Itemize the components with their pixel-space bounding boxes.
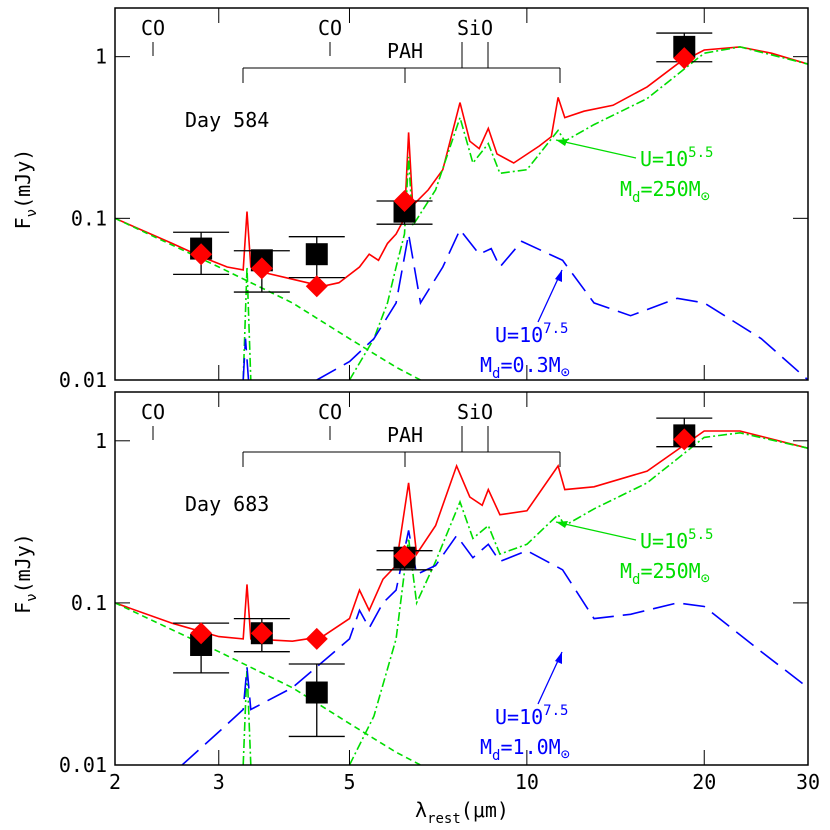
- model-curve: [242, 228, 808, 380]
- model-point: [305, 627, 328, 650]
- y-axis-label: Fν(mJy): [11, 533, 40, 614]
- blue-u-label: U=107.5: [495, 321, 568, 347]
- y-tick-label: 0.1: [71, 591, 107, 615]
- label-part: ⊙: [701, 569, 710, 587]
- label-part: (μm): [461, 798, 509, 822]
- model-point: [305, 275, 328, 298]
- x-tick-label: 20: [692, 770, 716, 794]
- green-arrowhead: [556, 139, 568, 146]
- label-part: ⊙: [561, 363, 570, 381]
- observed-point: [190, 633, 213, 656]
- model-curve: [115, 430, 808, 643]
- label-part: M: [620, 177, 632, 201]
- x-tick-label: 10: [515, 770, 539, 794]
- label-part: 5.5: [688, 527, 713, 543]
- label-part: ν: [24, 209, 40, 217]
- model-curve: [115, 46, 808, 288]
- label-part: d: [492, 748, 500, 764]
- model-point: [190, 243, 213, 266]
- x-tick-label: 30: [796, 770, 820, 794]
- label-part: U=10: [495, 705, 543, 729]
- observed-point: [305, 243, 328, 266]
- pah-label: PAH: [387, 39, 423, 63]
- line-label: CO: [141, 400, 165, 424]
- y-tick-label: 1: [95, 45, 107, 69]
- blue-m-label: Md=1.0M⊙: [480, 735, 570, 764]
- green-arrowhead: [556, 521, 568, 528]
- label-part: 7.5: [543, 321, 568, 337]
- blue-u-label: U=107.5: [495, 703, 568, 729]
- model-point: [673, 428, 696, 451]
- x-tick-label: 5: [343, 770, 355, 794]
- y-axis-label: Fν(mJy): [11, 149, 40, 230]
- model-point: [190, 622, 213, 645]
- line-label: CO: [318, 400, 342, 424]
- label-part: =0.3M: [500, 353, 560, 377]
- label-part: F: [11, 602, 35, 614]
- label-part: F: [11, 217, 35, 229]
- label-part: d: [492, 366, 500, 382]
- label-part: M: [480, 353, 492, 377]
- label-part: ⊙: [701, 187, 710, 205]
- label-part: =250M: [640, 177, 700, 201]
- pah-label: PAH: [387, 423, 423, 447]
- label-part: U=10: [640, 147, 688, 171]
- y-tick-label: 1: [95, 429, 107, 453]
- green-arrow: [555, 139, 637, 159]
- green-arrow: [555, 521, 637, 541]
- line-label: CO: [318, 16, 342, 40]
- model-point: [250, 257, 273, 280]
- label-part: ⊙: [561, 745, 570, 763]
- label-part: ν: [24, 593, 40, 601]
- blue-arrowhead: [555, 652, 562, 664]
- label-part: =250M: [640, 559, 700, 583]
- blue-arrowhead: [555, 270, 562, 282]
- label-part: d: [632, 572, 640, 588]
- x-tick-label: 2: [109, 770, 121, 794]
- label-part: (mJy): [11, 149, 35, 209]
- model-point: [250, 622, 273, 645]
- label-part: M: [620, 559, 632, 583]
- green-m-label: Md=250M⊙: [620, 559, 710, 588]
- model-point: [393, 190, 416, 213]
- label-part: d: [632, 190, 640, 206]
- model-point: [673, 47, 696, 70]
- blue-m-label: Md=0.3M⊙: [480, 353, 570, 382]
- day-label: Day 683: [185, 492, 269, 516]
- x-tick-label: 3: [213, 770, 225, 794]
- green-m-label: Md=250M⊙: [620, 177, 710, 206]
- plot-area: [115, 430, 808, 765]
- label-part: 5.5: [688, 145, 713, 161]
- plot-frame: [114, 7, 809, 381]
- label-part: rest: [427, 811, 461, 827]
- sio-label: SiO: [457, 400, 493, 424]
- green-u-label: U=105.5: [640, 145, 713, 171]
- model-curve: [181, 530, 808, 765]
- plot-frame: [114, 391, 809, 766]
- label-part: M: [480, 735, 492, 759]
- label-part: λ: [415, 798, 427, 822]
- day-label: Day 584: [185, 108, 269, 132]
- model-point: [393, 544, 416, 567]
- observed-point: [305, 681, 328, 704]
- y-tick-label: 0.01: [59, 368, 107, 392]
- green-u-label: U=105.5: [640, 527, 713, 553]
- plot-area: [115, 46, 808, 380]
- label-part: U=10: [640, 529, 688, 553]
- label-part: (mJy): [11, 533, 35, 593]
- label-part: 7.5: [543, 703, 568, 719]
- label-part: =1.0M: [500, 735, 560, 759]
- label-part: U=10: [495, 323, 543, 347]
- sio-label: SiO: [457, 16, 493, 40]
- model-curve: [242, 46, 808, 380]
- y-tick-label: 0.01: [59, 753, 107, 777]
- model-curve: [115, 217, 421, 380]
- x-axis-label: λrest(μm): [415, 798, 509, 827]
- observed-point: [673, 35, 696, 58]
- y-tick-label: 0.1: [71, 206, 107, 230]
- line-label: CO: [141, 16, 165, 40]
